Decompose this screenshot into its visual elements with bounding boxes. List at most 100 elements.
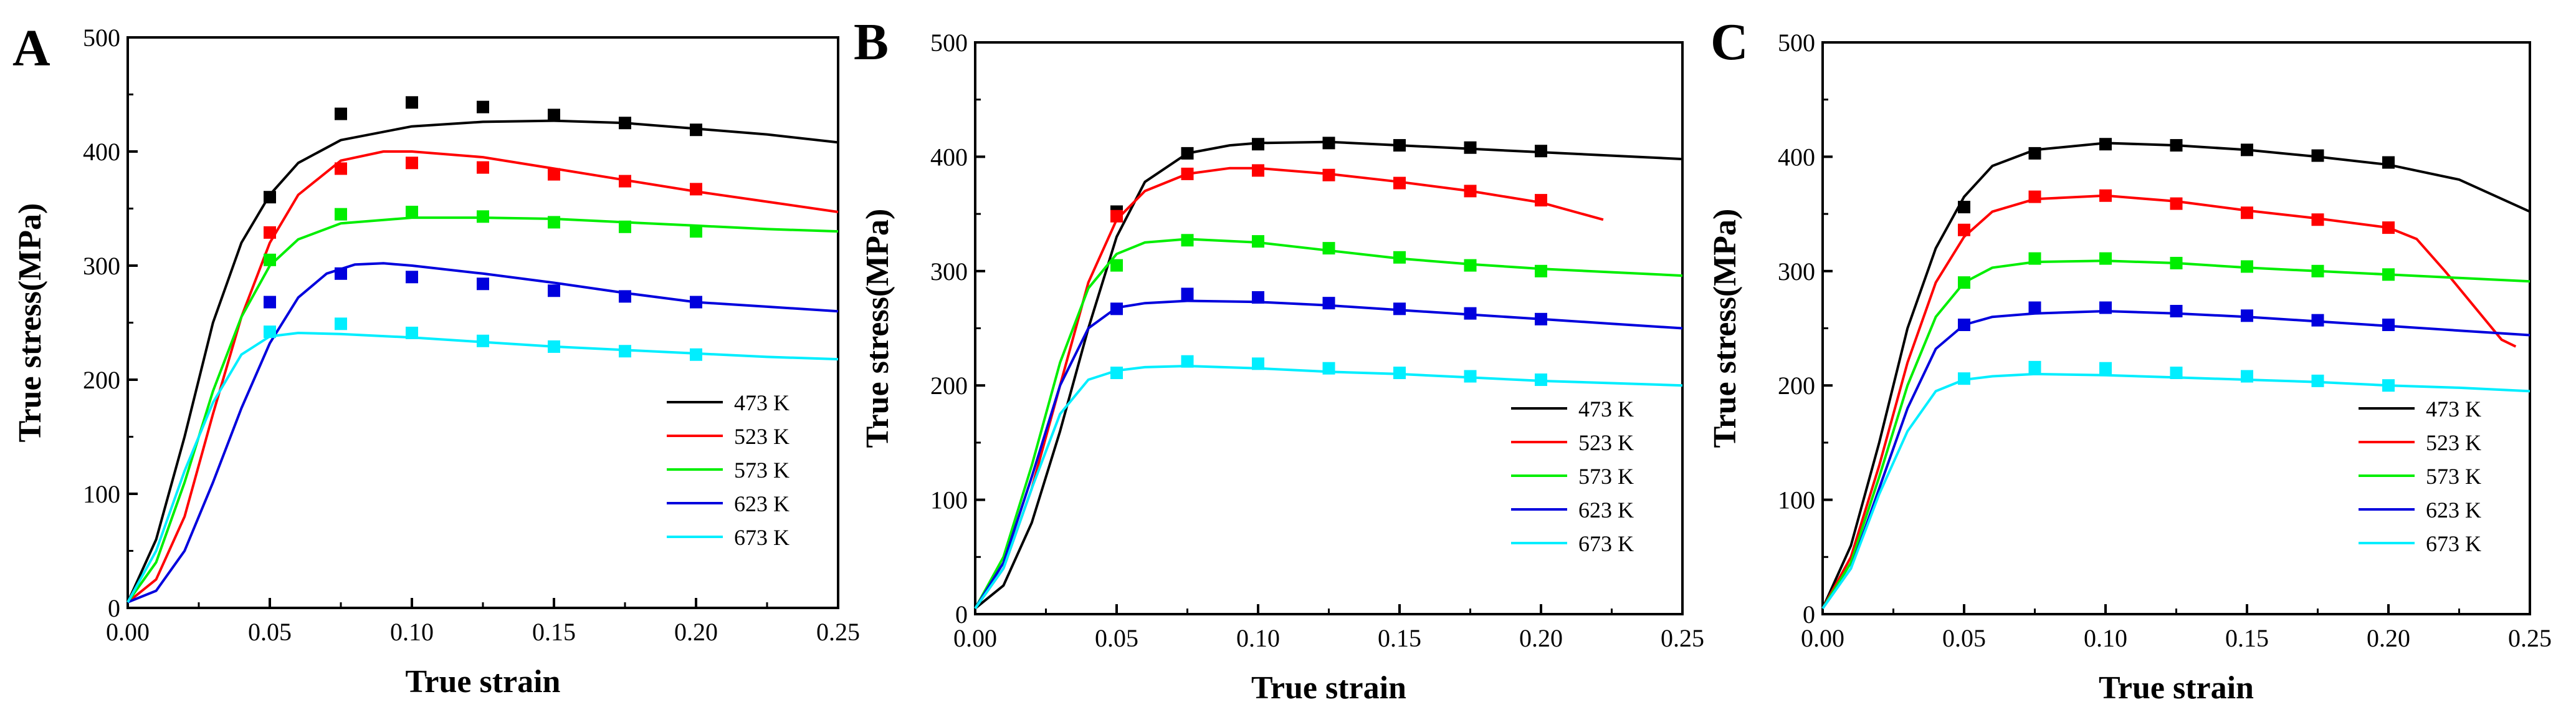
y-tick-label: 200 bbox=[930, 372, 968, 400]
data-point-623k bbox=[1535, 312, 1547, 325]
data-point-573k bbox=[2382, 268, 2395, 281]
data-point-623k bbox=[1322, 297, 1335, 310]
data-point-623k bbox=[1464, 307, 1477, 320]
data-point-523k bbox=[264, 226, 276, 239]
legend-label: 673 K bbox=[1578, 531, 1634, 556]
legend-label: 673 K bbox=[2426, 531, 2481, 556]
data-point-523k bbox=[1110, 209, 1123, 223]
y-tick-label: 100 bbox=[83, 480, 120, 508]
legend-label: 523 K bbox=[1578, 430, 1634, 455]
data-point-473k bbox=[335, 107, 347, 120]
data-point-673k bbox=[1958, 372, 1970, 385]
data-point-523k bbox=[1958, 223, 1970, 236]
y-tick-label: 0 bbox=[108, 594, 120, 622]
data-point-573k bbox=[1535, 264, 1547, 277]
x-tick-label: 0.20 bbox=[1519, 624, 1563, 652]
x-tick-label: 0.00 bbox=[953, 624, 997, 652]
data-point-523k bbox=[619, 175, 631, 188]
data-point-573k bbox=[1110, 259, 1123, 272]
x-tick-label: 0.15 bbox=[2225, 624, 2269, 652]
series-line-523k bbox=[1821, 194, 2517, 609]
data-point-573k bbox=[264, 253, 276, 266]
data-point-673k bbox=[2241, 370, 2253, 383]
x-tick-label: 0.00 bbox=[106, 618, 150, 646]
data-point-523k bbox=[1535, 194, 1547, 207]
data-point-473k bbox=[2170, 139, 2183, 152]
legend-label: 623 K bbox=[1578, 498, 1634, 522]
panel-a: 0.00 0.05 0.10 0.15 0.20 0.25 0 100 200 300 400 500… bbox=[12, 19, 860, 700]
y-tick-label: 500 bbox=[83, 24, 120, 52]
x-tick-label: 0.15 bbox=[1378, 624, 1421, 652]
data-point-523k bbox=[1393, 176, 1406, 190]
x-tick-label: 0.05 bbox=[248, 618, 292, 646]
data-point-523k bbox=[2311, 213, 2324, 226]
x-tick-label: 0.20 bbox=[2367, 624, 2410, 652]
data-point-573k bbox=[1322, 242, 1335, 255]
x-axis-title: True strain bbox=[406, 664, 561, 700]
series-line-623k bbox=[1821, 310, 2531, 609]
data-point-473k bbox=[2311, 149, 2324, 162]
y-tick-label: 400 bbox=[1778, 143, 1815, 171]
data-point-523k bbox=[1181, 167, 1194, 180]
panel-label: A bbox=[12, 19, 50, 77]
data-point-623k bbox=[2311, 314, 2324, 327]
data-point-623k bbox=[1958, 318, 1970, 331]
legend-label: 573 K bbox=[1578, 464, 1634, 489]
data-point-473k bbox=[2099, 138, 2112, 151]
data-point-673k bbox=[1464, 370, 1477, 383]
x-tick-label: 0.20 bbox=[674, 618, 718, 646]
series-line-673k bbox=[1821, 372, 2531, 609]
series-line-573k bbox=[974, 238, 1683, 609]
data-point-573k bbox=[477, 210, 489, 223]
data-point-573k bbox=[1464, 259, 1477, 272]
data-point-573k bbox=[619, 220, 631, 233]
data-point-623k bbox=[2028, 301, 2041, 314]
x-tick-label: 0.15 bbox=[532, 618, 576, 646]
data-point-473k bbox=[1958, 201, 1970, 214]
data-point-573k bbox=[2170, 256, 2183, 269]
x-axis-title: True strain bbox=[2099, 670, 2254, 706]
data-point-473k bbox=[690, 123, 702, 137]
y-tick-label: 500 bbox=[1778, 29, 1815, 57]
y-tick-label: 0 bbox=[955, 600, 968, 628]
data-point-523k bbox=[406, 156, 418, 170]
data-point-623k bbox=[1252, 291, 1264, 304]
data-point-573k bbox=[548, 216, 560, 229]
data-point-523k bbox=[2382, 221, 2395, 234]
data-point-573k bbox=[1181, 234, 1194, 247]
legend-label: 473 K bbox=[1578, 397, 1634, 421]
data-point-673k bbox=[1252, 357, 1264, 370]
data-point-673k bbox=[1535, 373, 1547, 387]
series-line-673k bbox=[126, 332, 839, 603]
y-tick-label: 200 bbox=[1778, 372, 1815, 400]
data-point-473k bbox=[1322, 137, 1335, 150]
data-point-573k bbox=[2311, 264, 2324, 277]
y-tick-label: 300 bbox=[930, 258, 968, 286]
data-point-523k bbox=[477, 161, 489, 174]
data-point-573k bbox=[335, 208, 347, 221]
data-point-673k bbox=[2028, 360, 2041, 373]
data-point-473k bbox=[2382, 156, 2395, 169]
data-point-623k bbox=[548, 284, 560, 297]
data-point-673k bbox=[619, 345, 631, 358]
data-point-473k bbox=[1393, 139, 1406, 152]
y-tick-label: 300 bbox=[1778, 258, 1815, 286]
data-point-673k bbox=[335, 317, 347, 330]
data-point-523k bbox=[2099, 189, 2112, 202]
y-tick-label: 500 bbox=[930, 29, 968, 57]
data-point-473k bbox=[1464, 141, 1477, 154]
data-point-523k bbox=[2028, 190, 2041, 203]
legend-label: 623 K bbox=[2426, 498, 2481, 522]
data-point-473k bbox=[264, 191, 276, 204]
panel-c: 0.00 0.05 0.10 0.15 0.20 0.25 0 100 200 300 400 500… bbox=[1707, 13, 2552, 706]
data-point-623k bbox=[2382, 318, 2395, 331]
data-point-673k bbox=[406, 326, 418, 339]
data-point-473k bbox=[2028, 147, 2041, 160]
x-tick-label: 0.10 bbox=[1236, 624, 1280, 652]
legend-label: 573 K bbox=[734, 458, 789, 483]
data-point-623k bbox=[264, 296, 276, 309]
x-tick-label: 0.10 bbox=[390, 618, 434, 646]
series-line-573k bbox=[126, 216, 839, 604]
data-point-623k bbox=[1393, 302, 1406, 315]
data-point-473k bbox=[477, 100, 489, 113]
